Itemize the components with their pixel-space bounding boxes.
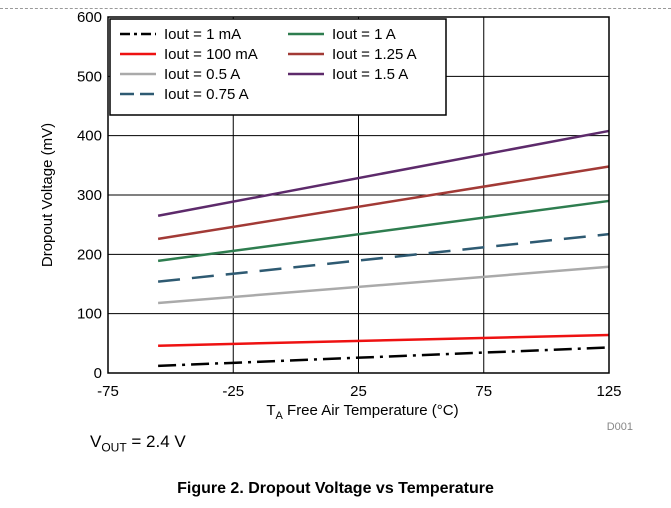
vout-sub: OUT	[101, 440, 127, 455]
y-axis-title: Dropout Voltage (mV)	[39, 123, 56, 267]
series-line-4	[157, 199, 610, 263]
legend: Iout = 1 mA Iout = 1 A Iout = 100 mA Iout =…	[109, 18, 447, 116]
vout-prefix: V	[90, 432, 102, 451]
figure-caption: Figure 2. Dropout Voltage vs Temperature	[177, 480, 494, 497]
x-axis-title-prefix: T	[266, 402, 275, 419]
legend-label: Iout = 100 mA	[164, 46, 258, 63]
legend-label: Iout = 0.75 A	[164, 86, 249, 103]
series-line-6	[157, 129, 610, 217]
x-tick-label: 75	[475, 383, 492, 400]
plot-frame	[107, 16, 610, 374]
legend-box	[109, 18, 447, 116]
y-tick-label: 200	[77, 246, 102, 263]
legend-label: Iout = 1.5 A	[332, 66, 408, 83]
series-line-2	[157, 265, 610, 305]
y-tick-label: 300	[77, 187, 102, 204]
top-divider	[0, 8, 671, 9]
x-tick-label: 125	[596, 383, 621, 400]
y-tick-label: 500	[77, 68, 102, 85]
y-tick-label: 0	[94, 365, 102, 382]
dropout-voltage-chart: Iout = 1 mA Iout = 1 A Iout = 100 mA Iout =…	[39, 9, 633, 433]
y-tick-label: 100	[77, 306, 102, 323]
vout-value: = 2.4 V	[126, 432, 186, 451]
x-axis-title-rest: Free Air Temperature (°C)	[283, 402, 459, 419]
series-line-0	[158, 346, 610, 368]
grid	[108, 17, 609, 373]
y-tick-label: 400	[77, 128, 102, 145]
vout-condition-note: VOUT = 2.4 V	[90, 432, 186, 454]
x-axis-title-sub: A	[276, 410, 284, 422]
x-axis-title: TA Free Air Temperature (°C)	[266, 402, 458, 422]
tick-labels: -75 -25 25 75 125 0 100 200 300 400 500 600	[77, 9, 622, 400]
x-tick-label: -75	[97, 383, 119, 400]
legend-label: Iout = 1.25 A	[332, 46, 417, 63]
x-tick-label: 25	[350, 383, 367, 400]
x-tick-label: -25	[222, 383, 244, 400]
legend-label: Iout = 1 A	[332, 26, 396, 43]
legend-label: Iout = 0.5 A	[164, 66, 240, 83]
series-line-3	[157, 232, 610, 283]
series-line-1	[158, 333, 610, 347]
legend-label: Iout = 1 mA	[164, 26, 241, 43]
y-tick-label: 600	[77, 9, 102, 26]
series-lines	[157, 129, 610, 368]
figure-id-label: D001	[607, 421, 633, 433]
series-line-5	[157, 165, 610, 241]
